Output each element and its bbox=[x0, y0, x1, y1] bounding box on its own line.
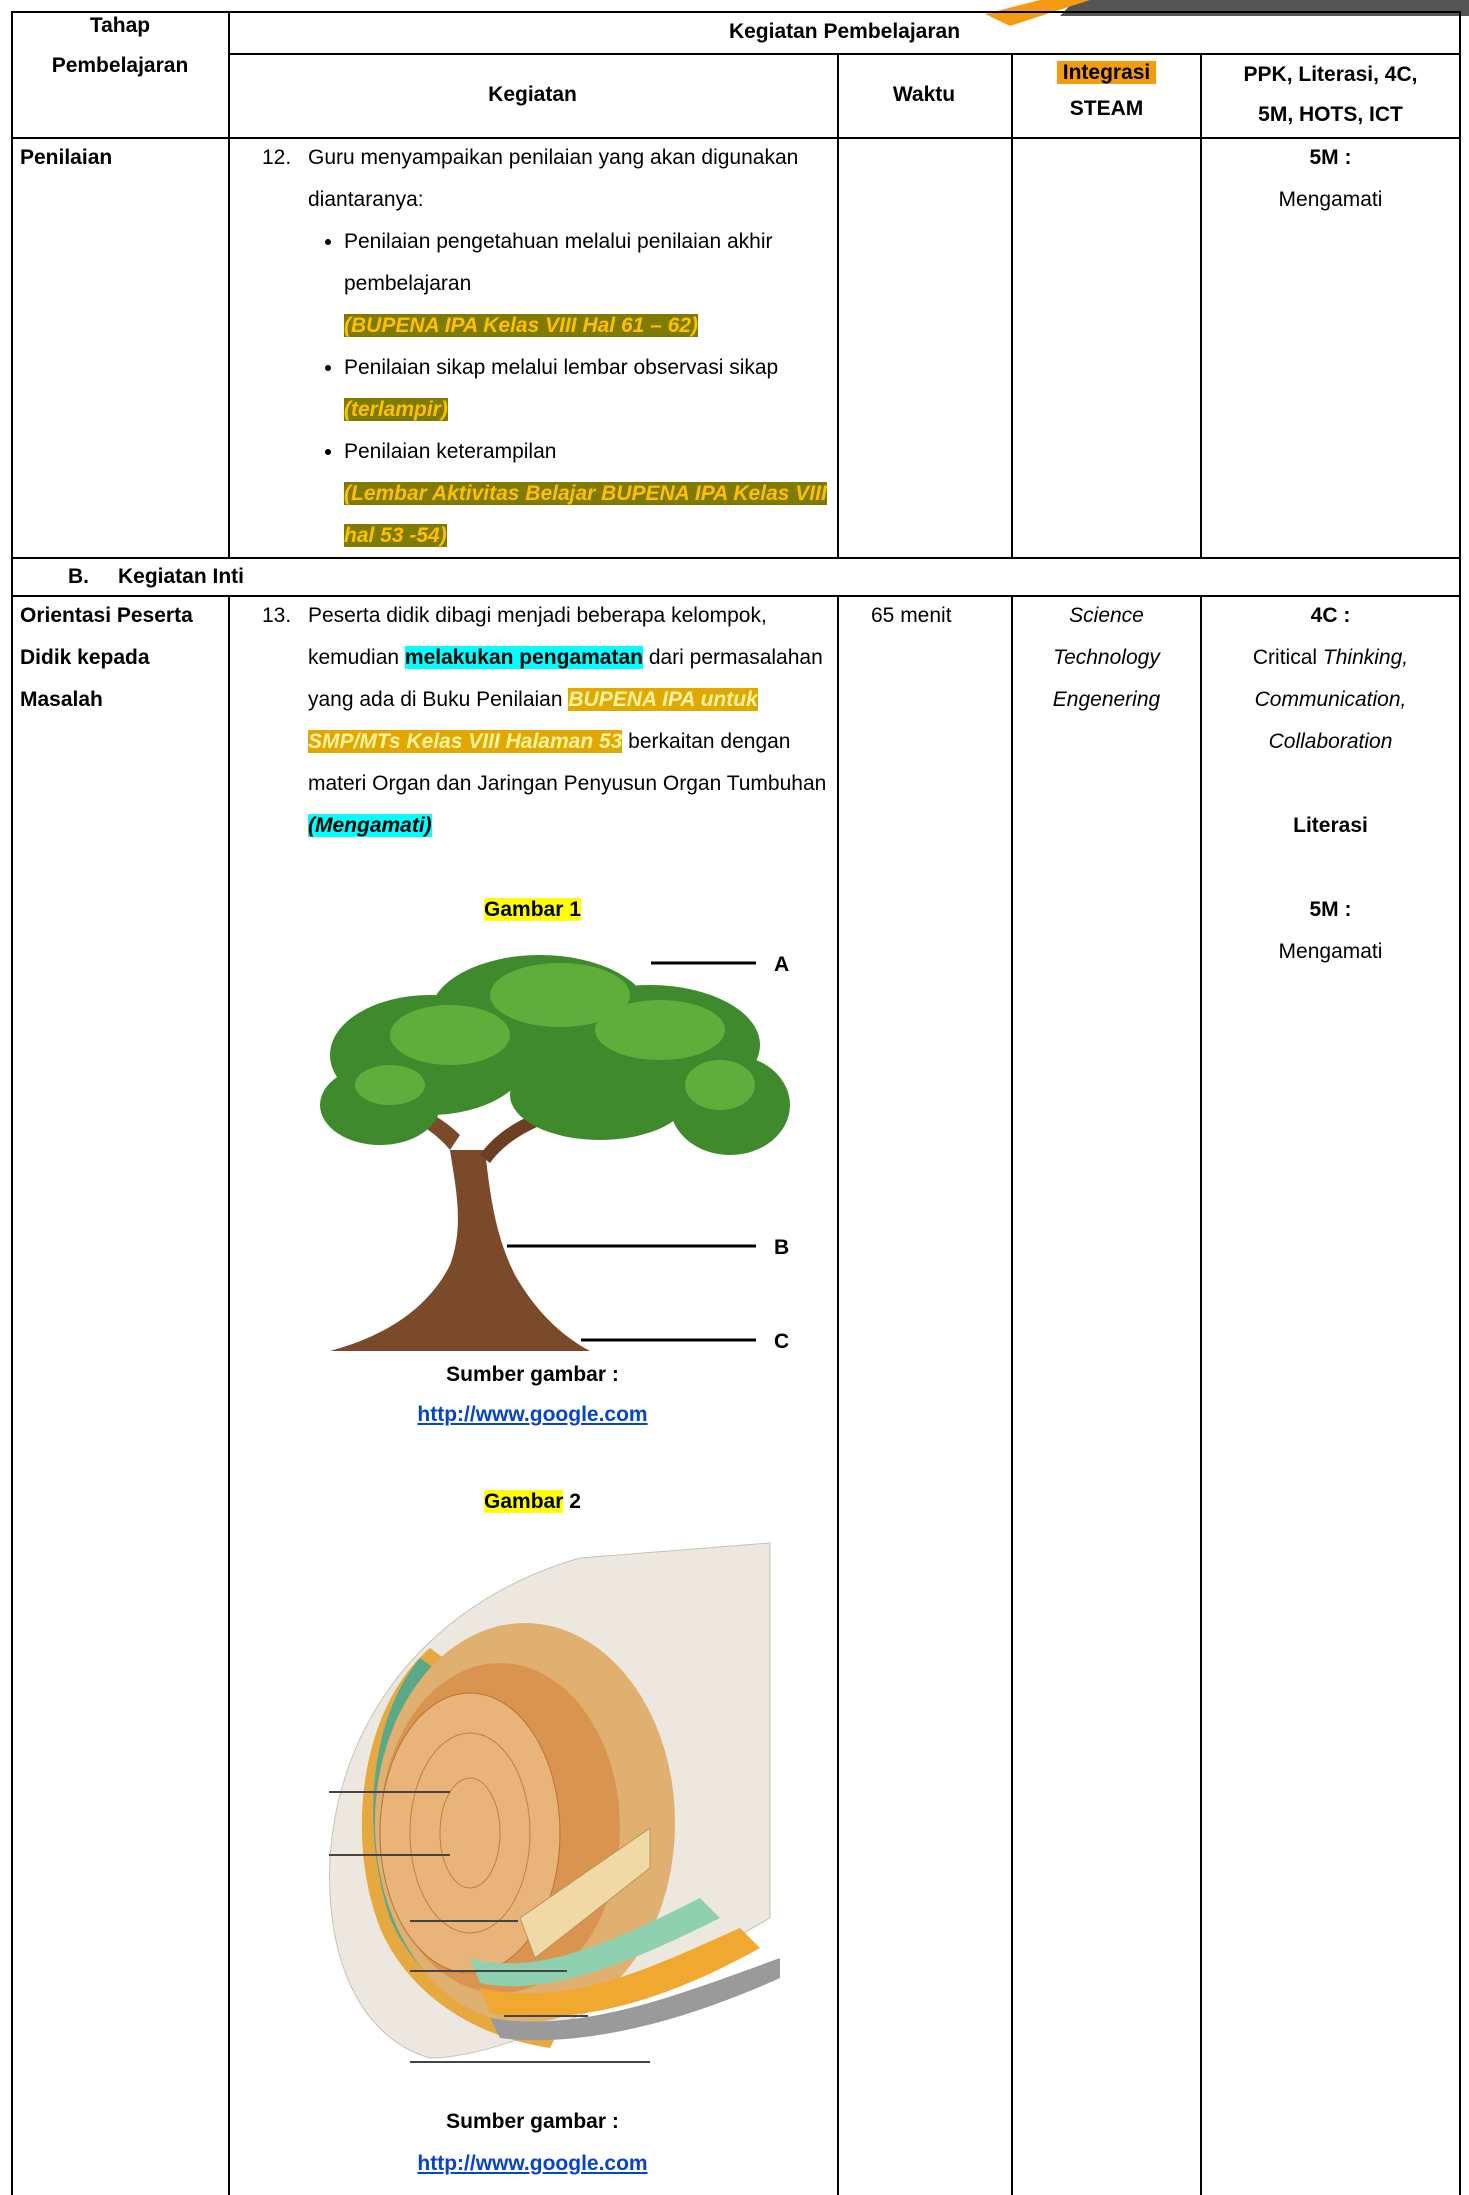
label: B bbox=[774, 1236, 789, 1259]
highlight: melakukan pengamatan bbox=[404, 646, 643, 669]
border bbox=[1459, 11, 1461, 2195]
ppk-label: Literasi bbox=[1293, 814, 1368, 837]
figure-title-word: Gambar bbox=[484, 1490, 564, 1513]
border bbox=[228, 53, 1461, 55]
border bbox=[228, 11, 230, 557]
section-letter: B. bbox=[68, 565, 89, 588]
border bbox=[837, 53, 839, 557]
figure-title-text: Gambar 1 bbox=[484, 898, 581, 921]
ppk-label: 5M : bbox=[1309, 146, 1352, 169]
figure-source: Sumber gambar : http://www.google.com bbox=[228, 1355, 837, 1435]
border bbox=[11, 137, 1461, 139]
reference: (BUPENA IPA Kelas VIII Hal 61 – 62) bbox=[344, 314, 699, 337]
border bbox=[11, 11, 1461, 13]
figure-title-number: 2 bbox=[569, 1490, 581, 1513]
figure-title: Gambar 1 bbox=[228, 889, 837, 931]
bullet-list: Penilaian pengetahuan melalui penilaian … bbox=[308, 221, 828, 557]
bullet: Penilaian sikap melalui lembar observasi… bbox=[344, 347, 828, 431]
item-number: 12. bbox=[262, 146, 292, 169]
bullet-text: Penilaian sikap melalui lembar observasi… bbox=[344, 356, 779, 379]
border bbox=[11, 11, 13, 2195]
source-link[interactable]: http://www.google.com bbox=[417, 2152, 648, 2175]
kegiatan-text: Peserta didik dibagi menjadi beberapa ke… bbox=[308, 595, 830, 847]
header-kegiatan: Kegiatan bbox=[488, 83, 577, 106]
ppk-text: Communication, bbox=[1254, 688, 1407, 711]
border bbox=[1200, 595, 1202, 2195]
integrasi-item: Engenering bbox=[1052, 688, 1161, 711]
border bbox=[1011, 595, 1013, 2195]
text: Peserta didik dibagi menjadi beberapa ke… bbox=[308, 604, 767, 669]
header-tahap: Tahap Pembelajaran bbox=[51, 14, 189, 77]
intro: Guru menyampaikan penilaian yang akan di… bbox=[308, 146, 799, 211]
source-label: Sumber gambar : bbox=[446, 1363, 619, 1386]
header-steam: STEAM bbox=[1069, 97, 1144, 120]
activity: (Mengamati) bbox=[308, 814, 432, 837]
section-title: Kegiatan Inti bbox=[118, 565, 245, 588]
header-ppk-1: PPK, Literasi, 4C, bbox=[1243, 63, 1418, 86]
header-ppk-2: 5M, HOTS, ICT bbox=[1258, 103, 1403, 126]
bullet: Penilaian pengetahuan melalui penilaian … bbox=[344, 221, 828, 347]
bullet-text: Penilaian keterampilan bbox=[344, 440, 557, 463]
text: berkaitan dengan materi Organ dan Jaring… bbox=[308, 730, 827, 795]
text: dari permasalahan yang ada di Buku Penil… bbox=[308, 646, 823, 711]
tree-illustration: A B C bbox=[320, 953, 790, 1353]
header-kegiatan-pembelajaran: Kegiatan Pembelajaran bbox=[728, 20, 961, 43]
border bbox=[228, 595, 230, 2195]
integrasi-item: Science bbox=[1069, 604, 1144, 627]
border bbox=[11, 595, 1461, 597]
ppk-text: Critical bbox=[1252, 646, 1323, 669]
header-waktu: Waktu bbox=[892, 83, 956, 106]
ppk-text: Mengamati bbox=[1278, 940, 1383, 963]
border bbox=[837, 595, 839, 2195]
border bbox=[11, 557, 1461, 559]
ppk-label: 5M : bbox=[1309, 898, 1352, 921]
reference: (Lembar Aktivitas Belajar BUPENA IPA Kel… bbox=[344, 482, 827, 547]
figure-title: Gambar 2 bbox=[228, 1481, 837, 1523]
wood-illustration bbox=[329, 1542, 780, 2063]
figure-source: Sumber gambar : http://www.google.com bbox=[228, 2101, 837, 2185]
header-ppk: PPK, Literasi, 4C, 5M, HOTS, ICT bbox=[1202, 55, 1459, 135]
header-integrasi-text: Integrasi bbox=[1056, 61, 1157, 84]
source-link[interactable]: http://www.google.com bbox=[417, 1403, 648, 1426]
ppk-text: Collaboration bbox=[1268, 730, 1393, 753]
ppk-label: 4C : bbox=[1310, 604, 1351, 627]
source-label: Sumber gambar : bbox=[446, 2110, 619, 2133]
header-integrasi: Integrasi STEAM bbox=[1013, 55, 1200, 127]
ppk-value: Mengamati bbox=[1278, 188, 1383, 211]
bullet: Penilaian keterampilan (Lembar Aktivitas … bbox=[344, 431, 828, 557]
waktu: 65 menit bbox=[871, 604, 952, 627]
stage: Penilaian bbox=[20, 146, 113, 169]
integrasi-cell: Science Technology Engenering bbox=[1013, 595, 1200, 721]
stage: Orientasi Peserta Didik kepada Masalah bbox=[20, 604, 193, 711]
ppk-cell: 4C : Critical Thinking, Communication, C… bbox=[1202, 595, 1459, 973]
item-number: 13. bbox=[262, 604, 292, 627]
bullet-text: Penilaian pengetahuan melalui penilaian … bbox=[344, 230, 773, 295]
label: A bbox=[774, 953, 789, 976]
ppk-line: Critical Thinking, bbox=[1202, 637, 1459, 679]
ppk-text: Thinking, bbox=[1322, 646, 1409, 669]
integrasi-item: Technology bbox=[1053, 646, 1160, 669]
border bbox=[1011, 53, 1013, 557]
reference: (terlampir) bbox=[344, 398, 448, 421]
label: C bbox=[774, 1330, 789, 1353]
kegiatan-text: Guru menyampaikan penilaian yang akan di… bbox=[308, 137, 828, 557]
border bbox=[1200, 53, 1202, 557]
ppk-cell: 5M : Mengamati bbox=[1202, 137, 1459, 221]
